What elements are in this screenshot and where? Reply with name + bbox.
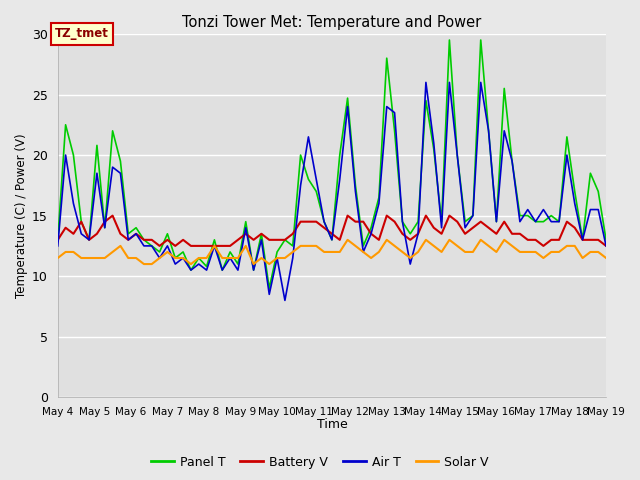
Text: TZ_tmet: TZ_tmet	[55, 27, 109, 40]
X-axis label: Time: Time	[317, 419, 348, 432]
Legend: Panel T, Battery V, Air T, Solar V: Panel T, Battery V, Air T, Solar V	[146, 451, 494, 474]
Y-axis label: Temperature (C) / Power (V): Temperature (C) / Power (V)	[15, 133, 28, 298]
Title: Tonzi Tower Met: Temperature and Power: Tonzi Tower Met: Temperature and Power	[182, 15, 481, 30]
